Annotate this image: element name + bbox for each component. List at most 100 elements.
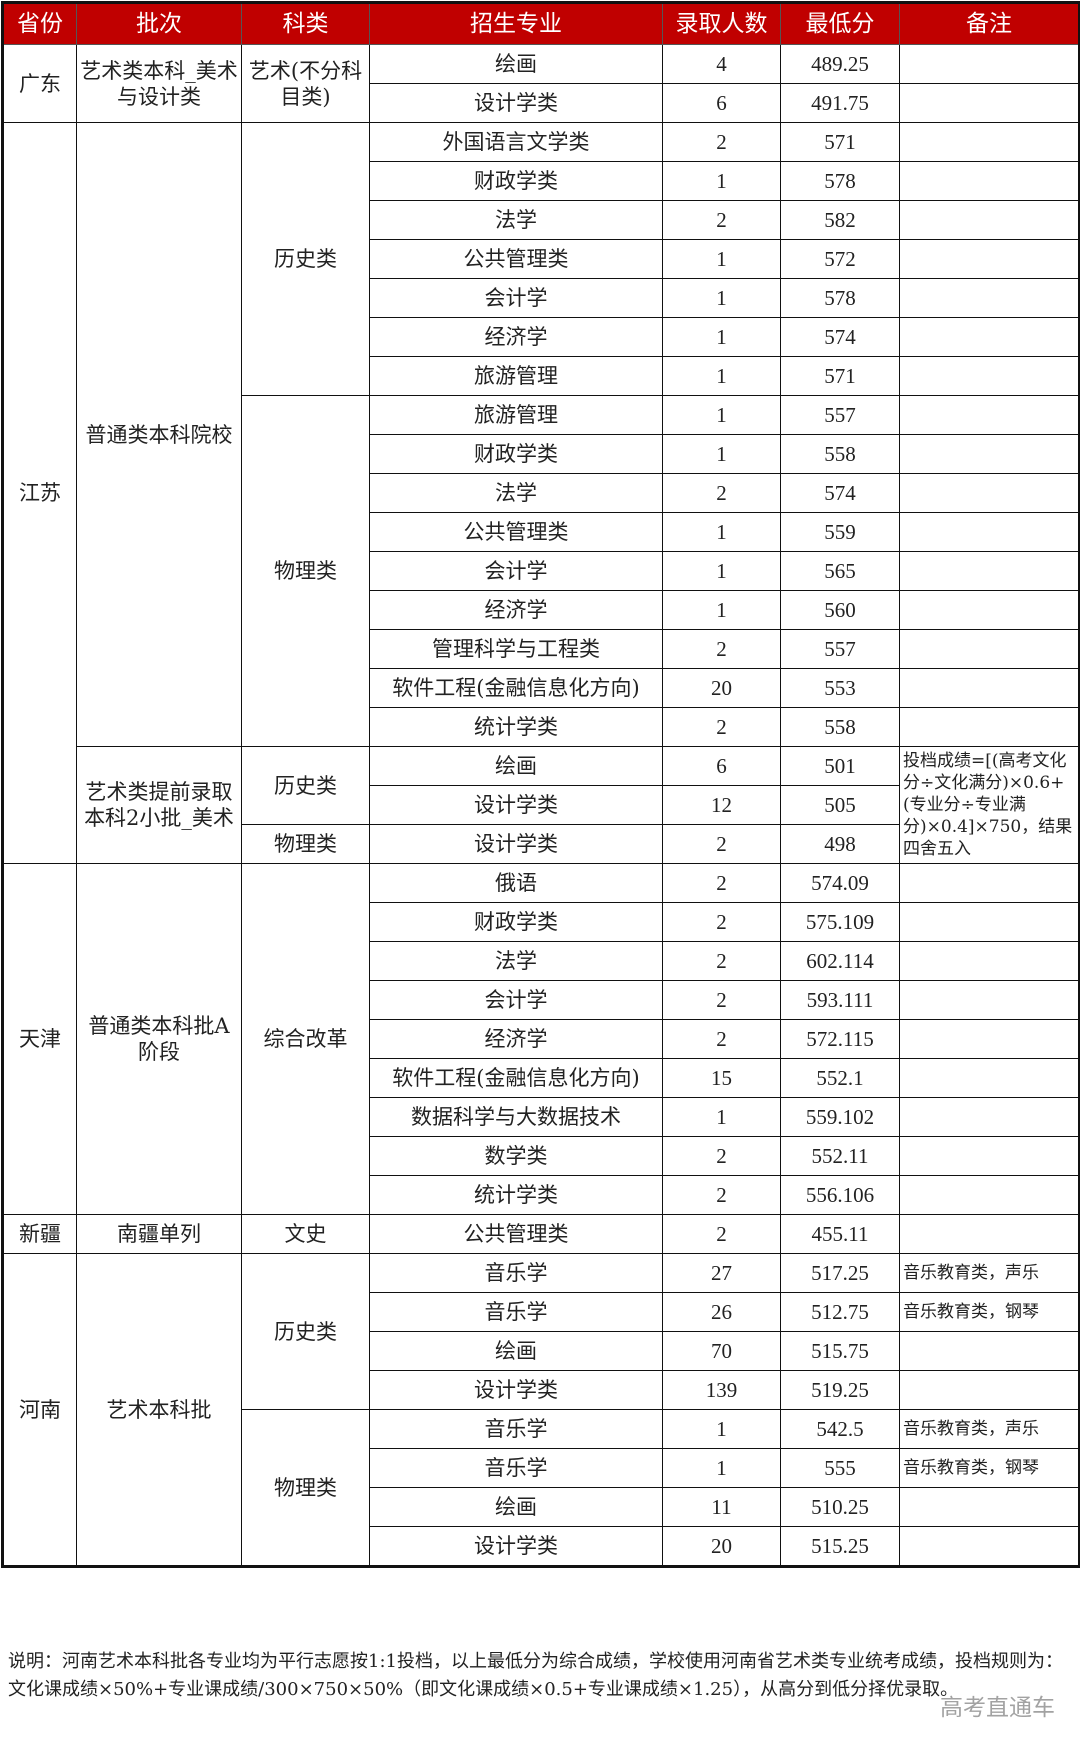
count-cell: 2	[662, 122, 781, 162]
count-cell: 12	[662, 785, 781, 825]
min-score-cell: 574	[780, 473, 900, 513]
category-cell: 历史类	[241, 1253, 370, 1410]
major-cell: 会计学	[369, 551, 663, 591]
min-score-cell: 572.115	[780, 1019, 900, 1059]
major-cell: 软件工程(金融信息化方向)	[369, 1058, 663, 1098]
header-remarks: 备注	[899, 2, 1080, 45]
table-header-row: 省份 批次 科类 招生专业 录取人数 最低分 备注	[2, 2, 1080, 45]
count-cell: 11	[662, 1487, 781, 1527]
min-score-cell: 575.109	[780, 902, 900, 942]
remarks-cell: 音乐教育类，声乐	[899, 1409, 1080, 1449]
remarks-cell	[899, 317, 1080, 357]
remarks-cell	[899, 44, 1080, 84]
table-row: 设计学类 139 519.25	[3, 1370, 1080, 1410]
remarks-cell	[899, 356, 1080, 396]
remarks-cell	[899, 902, 1080, 942]
table-row: 音乐学 26 512.75 音乐教育类，钢琴	[3, 1292, 1080, 1332]
remarks-cell	[899, 1526, 1080, 1567]
remarks-cell	[899, 629, 1080, 669]
remarks-cell	[899, 590, 1080, 630]
footnote: 说明：河南艺术本科批各专业均为平行志愿按1:1投档，以上最低分为综合成绩，学校使…	[8, 1651, 1063, 1700]
table-row: 法学 2 602.114	[3, 941, 1080, 981]
min-score-cell: 560	[780, 590, 900, 630]
table-row: 经济学 1 560	[3, 590, 1080, 630]
min-score-cell: 505	[780, 785, 900, 825]
remarks-cell	[899, 1175, 1080, 1215]
count-cell: 2	[662, 629, 781, 669]
category-cell: 历史类	[241, 746, 370, 825]
count-cell: 1	[662, 1448, 781, 1488]
table-row: 财政学类 2 575.109	[3, 902, 1080, 942]
major-cell: 经济学	[369, 1019, 663, 1059]
major-cell: 财政学类	[369, 902, 663, 942]
min-score-cell: 555	[780, 1448, 900, 1488]
province-cell: 河南	[2, 1253, 77, 1567]
remarks-cell: 音乐教育类，钢琴	[899, 1448, 1080, 1488]
table-row: 旅游管理 1 571	[3, 356, 1080, 396]
major-cell: 设计学类	[369, 824, 663, 864]
table-body: 广东 艺术类本科_美术与设计类 艺术(不分科目类) 绘画 4 489.25 设计学类 6 491…	[2, 44, 1080, 1567]
count-cell: 139	[662, 1370, 781, 1410]
min-score-cell: 501	[780, 746, 900, 786]
table-row: 河南 艺术本科批 历史类 音乐学 27 517.25 音乐教育类，声乐	[2, 1253, 1080, 1567]
major-cell: 公共管理类	[369, 512, 663, 552]
count-cell: 2	[662, 707, 781, 747]
batch-cell: 艺术类本科_美术与设计类	[76, 44, 242, 123]
header-count: 录取人数	[662, 2, 781, 45]
count-cell: 1	[662, 1097, 781, 1137]
major-cell: 财政学类	[369, 161, 663, 201]
min-score-cell: 559.102	[780, 1097, 900, 1137]
header-category: 科类	[241, 2, 370, 45]
category-cell: 综合改革	[241, 863, 370, 1215]
count-cell: 2	[662, 1214, 781, 1254]
count-cell: 15	[662, 1058, 781, 1098]
table-row: 公共管理类 1 559	[3, 512, 1080, 552]
major-cell: 音乐学	[369, 1292, 663, 1332]
min-score-cell: 558	[780, 707, 900, 747]
remarks-cell	[899, 200, 1080, 240]
remarks-cell	[899, 83, 1080, 123]
remarks-cell	[899, 1019, 1080, 1059]
min-score-cell: 578	[780, 161, 900, 201]
min-score-cell: 489.25	[780, 44, 900, 84]
count-cell: 1	[662, 551, 781, 591]
min-score-cell: 498	[780, 824, 900, 864]
min-score-cell: 519.25	[780, 1370, 900, 1410]
remarks-cell	[899, 1370, 1080, 1410]
major-cell: 公共管理类	[369, 1214, 663, 1254]
header-major: 招生专业	[369, 2, 663, 45]
major-cell: 会计学	[369, 980, 663, 1020]
batch-cell: 普通类本科院校	[76, 122, 242, 747]
major-cell: 绘画	[369, 44, 663, 84]
remarks-cell	[899, 161, 1080, 201]
min-score-cell: 571	[780, 356, 900, 396]
remarks-cell	[899, 395, 1080, 435]
category-cell: 历史类	[241, 122, 370, 396]
table-row: 数学类 2 552.11	[3, 1136, 1080, 1176]
major-cell: 外国语言文学类	[369, 122, 663, 162]
major-cell: 俄语	[369, 863, 663, 903]
province-cell: 天津	[2, 863, 77, 1215]
count-cell: 4	[662, 44, 781, 84]
count-cell: 6	[662, 746, 781, 786]
table-row: 天津 普通类本科批A阶段 综合改革 俄语 2 574.09	[2, 863, 1080, 1215]
admission-score-table: 省份 批次 科类 招生专业 录取人数 最低分 备注 广东 艺术类本科_美术与设计类…	[1, 1, 1080, 1568]
count-cell: 2	[662, 902, 781, 942]
min-score-cell: 542.5	[780, 1409, 900, 1449]
remarks-cell	[899, 551, 1080, 591]
major-cell: 统计学类	[369, 1175, 663, 1215]
table-row: 统计学类 2 558	[3, 707, 1080, 747]
major-cell: 绘画	[369, 1487, 663, 1527]
min-score-cell: 578	[780, 278, 900, 318]
table-row: 艺术类提前录取本科2小批_美术 历史类 绘画 6 501 投档成绩=[(高考文化分÷文化满…	[3, 746, 1080, 864]
remarks-cell: 投档成绩=[(高考文化分÷文化满分)×0.6+(专业分÷专业满分)×0.4]×7…	[899, 746, 1080, 864]
header-batch: 批次	[76, 2, 242, 45]
province-cell: 江苏	[2, 122, 77, 864]
remarks-cell: 音乐教育类，钢琴	[899, 1292, 1080, 1332]
header-province: 省份	[2, 2, 77, 45]
province-cell: 广东	[2, 44, 77, 123]
major-cell: 法学	[369, 941, 663, 981]
remarks-cell	[899, 1487, 1080, 1527]
remarks-cell	[899, 1331, 1080, 1371]
count-cell: 1	[662, 239, 781, 279]
